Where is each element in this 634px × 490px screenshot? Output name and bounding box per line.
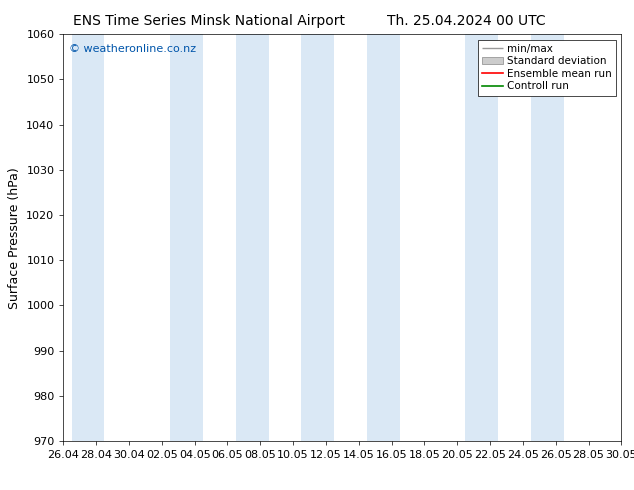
Bar xyxy=(236,34,269,441)
Bar xyxy=(72,34,105,441)
Text: Th. 25.04.2024 00 UTC: Th. 25.04.2024 00 UTC xyxy=(387,14,545,28)
Bar xyxy=(367,34,400,441)
Bar xyxy=(531,34,564,441)
Text: © weatheronline.co.nz: © weatheronline.co.nz xyxy=(69,45,196,54)
Y-axis label: Surface Pressure (hPa): Surface Pressure (hPa) xyxy=(8,167,21,309)
Text: ENS Time Series Minsk National Airport: ENS Time Series Minsk National Airport xyxy=(73,14,346,28)
Bar xyxy=(301,34,334,441)
Legend: min/max, Standard deviation, Ensemble mean run, Controll run: min/max, Standard deviation, Ensemble me… xyxy=(478,40,616,96)
Bar xyxy=(170,34,203,441)
Bar xyxy=(465,34,498,441)
